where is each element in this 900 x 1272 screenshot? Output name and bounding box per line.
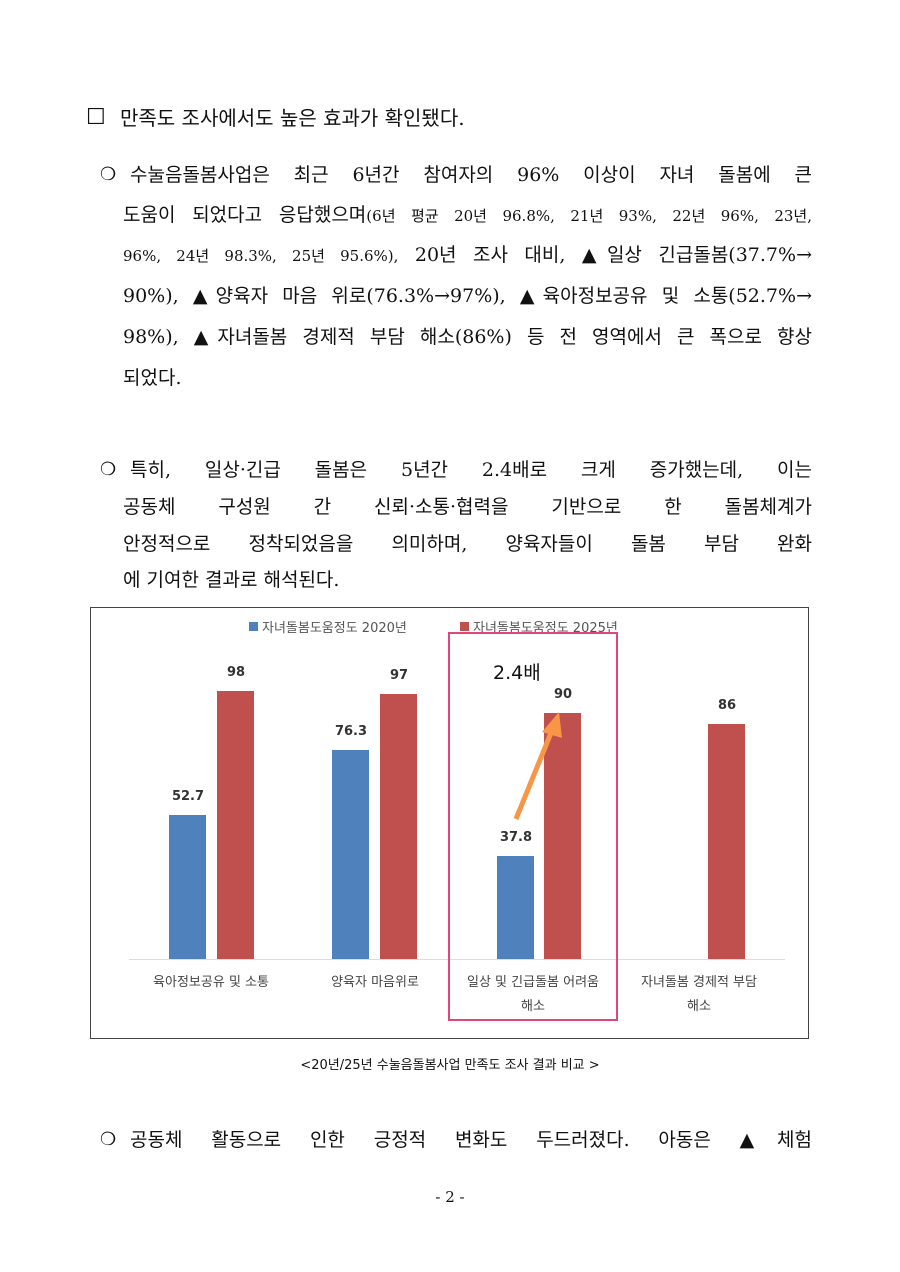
paragraph-line: 90%), ▲양육자 마음 위로(76.3%→97%), ▲육아정보공유 및 소…	[123, 285, 812, 307]
legend-item-2020: 자녀돌봄도움정도 2020년	[249, 617, 407, 636]
x-axis-line	[129, 959, 785, 960]
bar-2025	[217, 690, 254, 959]
paragraph-line: 공동체 구성원 간 신뢰·소통·협력을 기반으로 한 돌봄체계가	[123, 496, 812, 518]
legend-swatch	[249, 622, 258, 631]
square-bullet-icon: ☐	[86, 105, 106, 130]
paragraph-line: 수눌음돌봄사업은 최근 6년간 참여자의 96% 이상이 자녀 돌봄에 큰	[130, 164, 812, 186]
category-label: 양육자 마음위로	[331, 975, 419, 990]
section-heading: 만족도 조사에서도 높은 효과가 확인됐다.	[120, 106, 465, 130]
data-label: 52.7	[171, 788, 205, 804]
bar-2025	[380, 693, 417, 959]
data-label: 97	[389, 667, 409, 683]
category-label: 해소	[687, 999, 711, 1014]
line-segment: 20년 조사 대비, ▲일상 긴급돌봄(37.7%→	[398, 244, 812, 266]
circle-bullet-icon: ❍	[100, 1129, 117, 1150]
data-label: 98	[226, 664, 246, 680]
paragraph-line: 안정적으로 정착되었음을 의미하며, 양육자들이 돌봄 부담 완화	[123, 533, 812, 555]
bar-2025	[544, 712, 581, 959]
annotation-label: 2.4배	[493, 662, 541, 684]
bar-2025	[708, 723, 745, 959]
bar-2020	[169, 814, 206, 959]
line-segment: 도움이 되었다고 응답했으며	[123, 204, 367, 226]
category-label: 육아정보공유 및 소통	[153, 975, 269, 990]
data-label: 37.8	[499, 829, 533, 845]
bar-2020	[332, 750, 369, 959]
data-label: 90	[553, 686, 573, 702]
category-label: 자녀돌봄 경제적 부담	[641, 975, 757, 990]
data-label: 86	[717, 697, 737, 713]
legend-label: 자녀돌봄도움정도 2020년	[262, 621, 407, 636]
paragraph-line: 도움이 되었다고 응답했으며(6년 평균 20년 96.8%, 21년 93%,…	[123, 203, 812, 228]
legend-swatch	[460, 622, 469, 631]
paragraph-line: 되었다.	[123, 367, 182, 389]
page-number: - 2 -	[435, 1188, 465, 1206]
category-label: 일상 및 긴급돌봄 어려움	[467, 975, 599, 990]
paragraph-line: 98%), ▲자녀돌봄 경제적 부담 해소(86%) 등 전 영역에서 큰 폭으…	[123, 326, 812, 348]
line-segment: 96%, 24년 98.3%, 25년 95.6%),	[123, 247, 399, 265]
paragraph-3: 공동체 활동으로 인한 긍정적 변화도 두드러졌다. 아동은 ▲체험	[130, 1129, 812, 1151]
bar-2020	[497, 855, 534, 959]
paragraph-line: 특히, 일상·긴급 돌봄은 5년간 2.4배로 크게 증가했는데, 이는	[130, 459, 812, 481]
growth-arrow-icon	[513, 712, 562, 820]
circle-bullet-icon: ❍	[100, 459, 117, 480]
circle-bullet-icon: ❍	[100, 164, 117, 185]
chart-caption: <20년/25년 수눌음돌봄사업 만족도 조사 결과 비교 >	[300, 1058, 600, 1073]
category-label: 해소	[521, 999, 545, 1014]
bar-chart: 자녀돌봄도움정도 2020년 자녀돌봄도움정도 2025년 52.7 76.3 37…	[90, 607, 809, 1039]
highlight-box	[448, 632, 618, 1021]
line-segment: (6년 평균 20년 96.8%, 21년 93%, 22년 96%, 23년,	[366, 207, 812, 225]
data-label: 76.3	[334, 724, 368, 740]
paragraph-line: 96%, 24년 98.3%, 25년 95.6%), 20년 조사 대비, ▲…	[123, 243, 812, 268]
paragraph-line: 에 기여한 결과로 해석된다.	[123, 569, 340, 591]
